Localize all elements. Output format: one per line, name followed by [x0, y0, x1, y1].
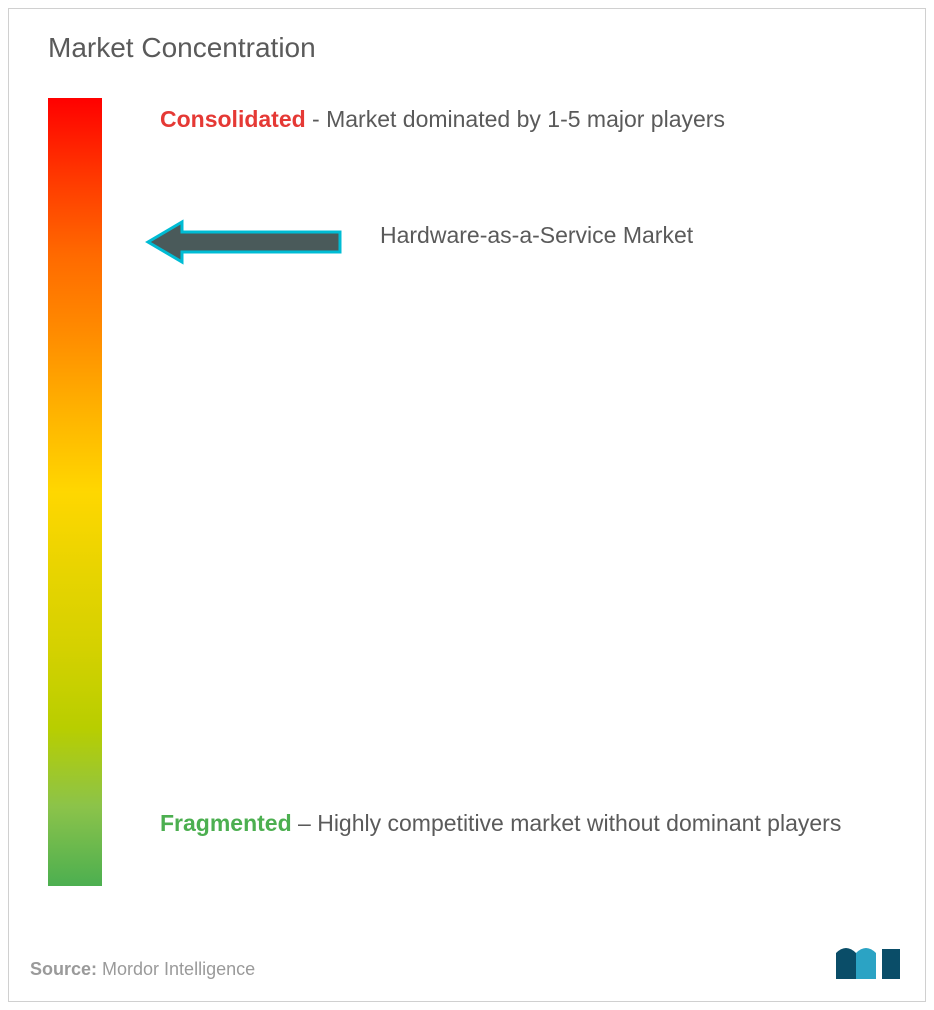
market-name-label: Hardware-as-a-Service Market: [380, 222, 693, 249]
card-border: [8, 8, 926, 1002]
logo-icon: [834, 941, 904, 983]
brand-logo: [834, 941, 904, 988]
market-position-arrow: [140, 212, 350, 277]
fragmented-label: Fragmented: [160, 810, 292, 836]
fragmented-description: Fragmented – Highly competitive market w…: [160, 800, 886, 846]
page-title: Market Concentration: [48, 32, 316, 64]
source-name: Mordor Intelligence: [102, 959, 255, 979]
consolidated-text: - Market dominated by 1-5 major players: [306, 106, 725, 132]
consolidated-label: Consolidated: [160, 106, 306, 132]
arrow-left-icon: [140, 212, 350, 272]
fragmented-text: – Highly competitive market without domi…: [292, 810, 842, 836]
consolidated-description: Consolidated - Market dominated by 1-5 m…: [160, 102, 886, 137]
concentration-gradient-bar: [48, 98, 102, 886]
source-prefix: Source:: [30, 959, 102, 979]
source-attribution: Source: Mordor Intelligence: [30, 959, 255, 980]
